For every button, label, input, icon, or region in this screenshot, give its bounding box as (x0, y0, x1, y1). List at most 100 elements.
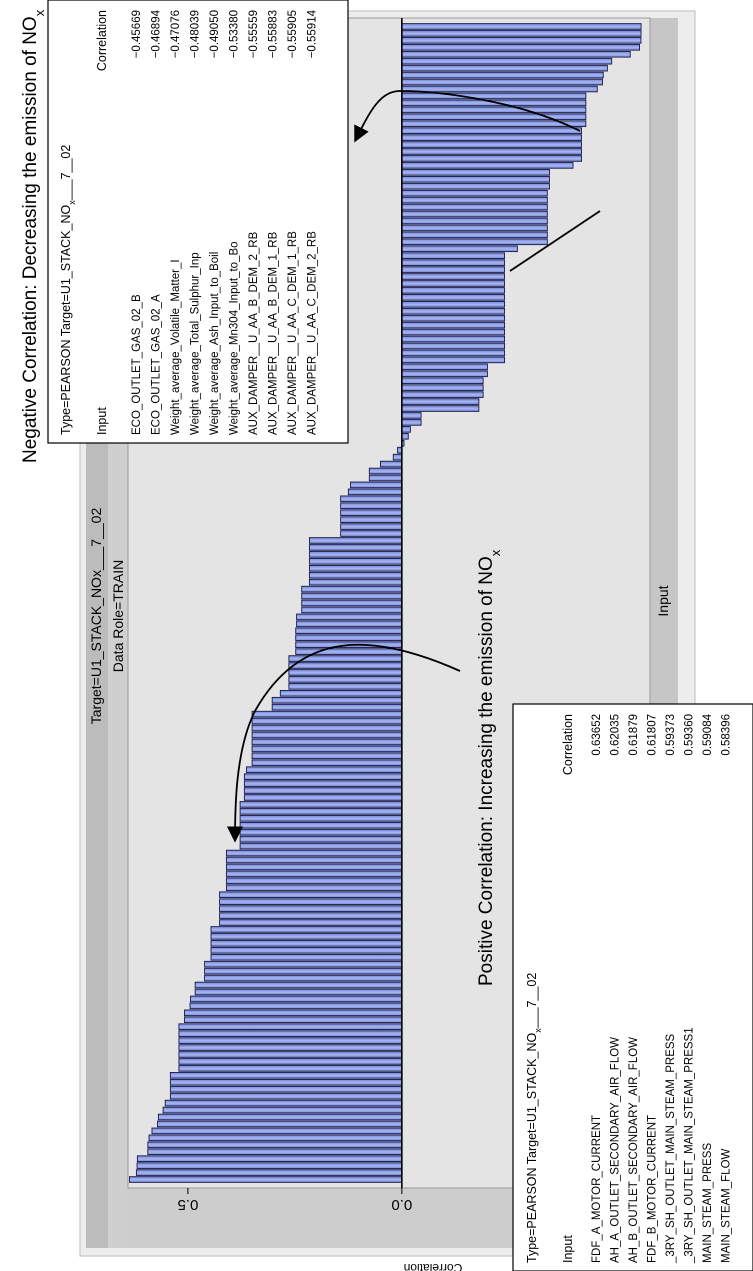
correlation-bar (392, 453, 403, 461)
negRows-corr: −0.55559 (248, 10, 260, 58)
correlation-bar (194, 988, 403, 996)
correlation-bar (295, 634, 403, 642)
correlation-bar (271, 696, 403, 704)
negative-annotation: Negative Correlation: Decreasing the emi… (20, 9, 47, 463)
correlation-bar (251, 759, 403, 767)
correlation-bar (401, 280, 505, 287)
correlation-bar (401, 23, 642, 30)
correlation-bar (288, 683, 403, 690)
correlation-bar (401, 273, 505, 280)
correlation-bar (243, 780, 403, 787)
correlation-bar (401, 50, 631, 58)
correlation-bar (148, 1134, 403, 1142)
posRows-corr: 0.59084 (702, 713, 714, 755)
correlation-bar (210, 953, 403, 961)
correlation-bar (251, 745, 403, 753)
negRows-corr: −0.55883 (268, 10, 280, 58)
correlation-bar (401, 64, 608, 72)
correlation-bar (169, 1085, 403, 1093)
correlation-bar (308, 578, 403, 586)
correlation-bar (401, 44, 641, 51)
correlation-bar (178, 1058, 403, 1065)
correlation-bar (243, 794, 403, 801)
correlation-bar (401, 432, 409, 440)
correlation-bar (204, 967, 403, 975)
positive-table-frame (512, 703, 753, 1271)
y-tick-label: 0.0 (391, 1196, 412, 1213)
correlation-bar (340, 495, 403, 503)
correlation-bar (296, 613, 403, 621)
correlation-bar (271, 703, 403, 711)
positive-table-title: Type=PEARSON Target=U1_STACK_NOx___7__02 (525, 973, 543, 1263)
correlation-bar (401, 113, 587, 121)
correlation-bar (251, 738, 403, 746)
negRows-corr: −0.45669 (131, 10, 143, 58)
correlation-bar (401, 419, 422, 426)
correlation-bar (368, 474, 403, 482)
correlation-bar (225, 849, 403, 857)
correlation-bar (239, 815, 403, 822)
correlation-bar (301, 592, 403, 600)
posRows-corr: 0.58396 (721, 714, 733, 756)
posRows-input: AH_A_OUTLET_SECONDARY_AIR_FLOW (610, 1037, 622, 1263)
correlation-bar (401, 134, 582, 141)
correlation-bar (401, 335, 505, 343)
correlation-bar (368, 467, 403, 475)
correlation-bar (157, 1120, 403, 1128)
correlation-bar (279, 690, 403, 697)
negative-table: Type=PEARSON Target=U1_STACK_NOx___7__02… (47, 0, 349, 444)
correlation-bar (296, 620, 403, 628)
negRows-input: ECO_OUTLET_GAS_02_A (151, 294, 163, 435)
correlation-bar (129, 1176, 403, 1183)
correlation-bar (401, 238, 548, 246)
correlation-bar (219, 912, 403, 919)
posRows-corr: 0.59373 (665, 714, 677, 756)
negRows-input: AUX_DAMPER__U_AA_B_DEM_1_RB (268, 231, 280, 435)
header-role-label: Data Role=TRAIN (110, 560, 126, 672)
correlation-bar (288, 662, 403, 669)
correlation-bar (194, 981, 403, 989)
correlation-bar (251, 724, 403, 732)
correlation-bar (401, 328, 505, 336)
correlation-bar (308, 551, 403, 558)
correlation-bar (340, 502, 403, 510)
correlation-bar (401, 127, 582, 134)
correlation-bar (295, 627, 403, 635)
correlation-bar (401, 342, 505, 350)
correlation-bar (401, 217, 548, 225)
correlation-bar (401, 391, 484, 398)
negRows-corr: −0.47076 (170, 10, 182, 58)
correlation-bar (239, 801, 403, 808)
negRows-corr: −0.55905 (287, 10, 299, 58)
correlation-bar (401, 182, 550, 190)
correlation-bar (401, 412, 422, 419)
y-tick-label: 0.5 (177, 1196, 198, 1213)
correlation-bar (401, 287, 505, 294)
correlation-bar (401, 307, 505, 315)
positive-table-col-corr: Correlation (561, 714, 575, 775)
correlation-bar (178, 1051, 403, 1058)
correlation-bar (239, 808, 403, 815)
negative-arrow-tail (509, 210, 601, 272)
correlation-bar (239, 835, 403, 843)
correlation-bar (243, 787, 403, 794)
posRows-corr: 0.62035 (610, 714, 622, 756)
correlation-bar (401, 363, 488, 371)
correlation-bar (401, 210, 548, 218)
correlation-bar (308, 544, 403, 551)
correlation-bar (401, 252, 505, 259)
correlation-bar (401, 398, 480, 405)
positive-table-rows: FDF_A_MOTOR_CURRENT 0.63652 AH_A_OUTLET_SE… (591, 713, 733, 1264)
correlation-bar (401, 377, 484, 385)
correlation-bar (225, 884, 403, 892)
correlation-bar (184, 1016, 403, 1024)
negRows-corr: −0.46894 (151, 9, 163, 58)
negRows-corr: −0.53380 (229, 10, 241, 58)
correlation-bar (162, 1106, 403, 1114)
correlation-bar (401, 189, 548, 197)
correlation-bar (169, 1092, 403, 1100)
correlation-bar (288, 669, 403, 676)
correlation-bar (350, 481, 403, 489)
